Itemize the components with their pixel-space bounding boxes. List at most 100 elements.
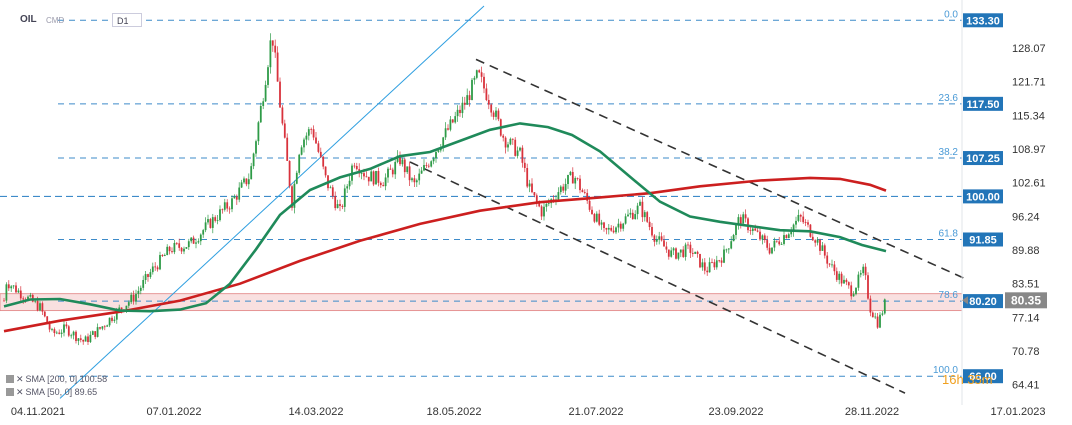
y-tick-label: 70.78 <box>1012 346 1040 358</box>
candle-body <box>264 84 267 102</box>
candle-body <box>514 139 517 156</box>
candle-body <box>387 168 389 178</box>
visibility-icon[interactable] <box>6 388 14 396</box>
candle-body <box>840 273 843 284</box>
candle-body <box>622 223 625 229</box>
candle-body <box>631 212 634 220</box>
candle-body <box>87 336 89 343</box>
candle-body <box>305 135 308 140</box>
remove-icon[interactable]: ✕ <box>16 374 24 384</box>
sma50-line <box>3 122 887 313</box>
candle-body <box>312 129 315 138</box>
visibility-icon[interactable] <box>6 375 14 383</box>
candle-body <box>346 186 349 189</box>
candle-body <box>389 168 392 170</box>
x-tick-label: 14.03.2022 <box>288 406 343 418</box>
candle-body <box>833 264 836 272</box>
y-tick-label: 115.34 <box>1012 110 1045 122</box>
remove-icon[interactable]: ✕ <box>16 387 24 397</box>
candle-body <box>379 182 382 186</box>
candle-body <box>293 183 296 208</box>
candle-body <box>79 338 82 340</box>
candle-body <box>739 217 742 224</box>
candle-body <box>735 224 737 236</box>
fib-level-label: 78.6 <box>939 290 959 301</box>
candle-body <box>108 317 111 326</box>
y-tick-label: 108.97 <box>1012 144 1046 156</box>
candle-body <box>319 151 322 157</box>
candle-body <box>511 138 514 140</box>
x-tick-label: 17.01.2023 <box>990 406 1045 418</box>
candle-body <box>77 338 80 342</box>
y-tick-label: 121.71 <box>1012 77 1046 89</box>
candle-body <box>89 334 92 343</box>
indicator-label: SMA <box>25 387 45 397</box>
candle-body <box>543 206 545 217</box>
candle-body <box>461 102 464 114</box>
candle-body <box>339 204 341 206</box>
candle-body <box>240 182 243 188</box>
y-tick-label: 102.61 <box>1012 178 1046 190</box>
candle-body <box>317 143 320 152</box>
candle-body <box>223 202 226 210</box>
fib-price-tag-label: 133.30 <box>966 15 1000 27</box>
sma200-legend[interactable]: ✕ SMA [200, 0] 100.58 <box>6 374 107 385</box>
candle-body <box>883 299 886 314</box>
candle-body <box>173 242 176 253</box>
candle-body <box>507 144 509 148</box>
candle-body <box>862 266 865 274</box>
candle-body <box>473 77 476 80</box>
candle-body <box>651 226 653 236</box>
candle-body <box>310 129 313 130</box>
fib-price-tag <box>963 189 1003 204</box>
current-price-marker <box>962 296 968 305</box>
candle-body <box>279 81 281 108</box>
candle-body <box>478 70 481 73</box>
candle-body <box>209 219 212 228</box>
candle-body <box>639 201 641 206</box>
candle-body <box>845 279 848 283</box>
candle-body <box>154 266 157 268</box>
candle-body <box>843 279 845 284</box>
candle-body <box>495 110 497 117</box>
candle-body <box>156 267 159 270</box>
y-axis: 128.07 121.71 115.34 108.97 102.61 96.24 89.88… <box>961 0 1047 405</box>
candle-body <box>629 212 632 215</box>
candle-body <box>48 323 51 330</box>
candle-body <box>691 252 694 254</box>
candle-body <box>545 203 548 207</box>
candle-body <box>372 171 375 185</box>
channel-lower-line <box>409 161 906 394</box>
candle-body <box>221 209 224 211</box>
candle-body <box>159 255 161 270</box>
candle-body <box>262 101 265 106</box>
candle-body <box>226 202 229 209</box>
candle-body <box>257 122 260 142</box>
y-tick-label: 89.88 <box>1012 245 1040 257</box>
candle-body <box>3 300 5 302</box>
candle-body <box>876 316 879 328</box>
candle-body <box>627 214 629 217</box>
candle-body <box>7 284 10 289</box>
x-tick-label: 23.09.2022 <box>708 406 763 418</box>
candle-body <box>211 217 214 228</box>
candle-body <box>437 150 440 152</box>
candle-body <box>564 183 567 191</box>
candle-body <box>75 331 77 342</box>
candle-body <box>65 324 68 327</box>
candle-body <box>759 231 761 240</box>
symbol-label[interactable]: OIL <box>20 14 37 25</box>
candle-body <box>855 287 857 295</box>
x-tick-label: 18.05.2022 <box>426 406 481 418</box>
candle-body <box>360 173 363 174</box>
sma50-legend[interactable]: ✕ SMA [50, 0] 89.65 <box>6 387 97 398</box>
fib-price-tag <box>963 96 1003 111</box>
candles <box>3 33 886 346</box>
timeframe-selector[interactable]: D1 <box>112 13 142 27</box>
candle-body <box>516 150 519 156</box>
candle-body <box>43 311 46 317</box>
candle-body <box>238 187 241 200</box>
candle-body <box>456 109 459 117</box>
candle-body <box>859 273 862 275</box>
